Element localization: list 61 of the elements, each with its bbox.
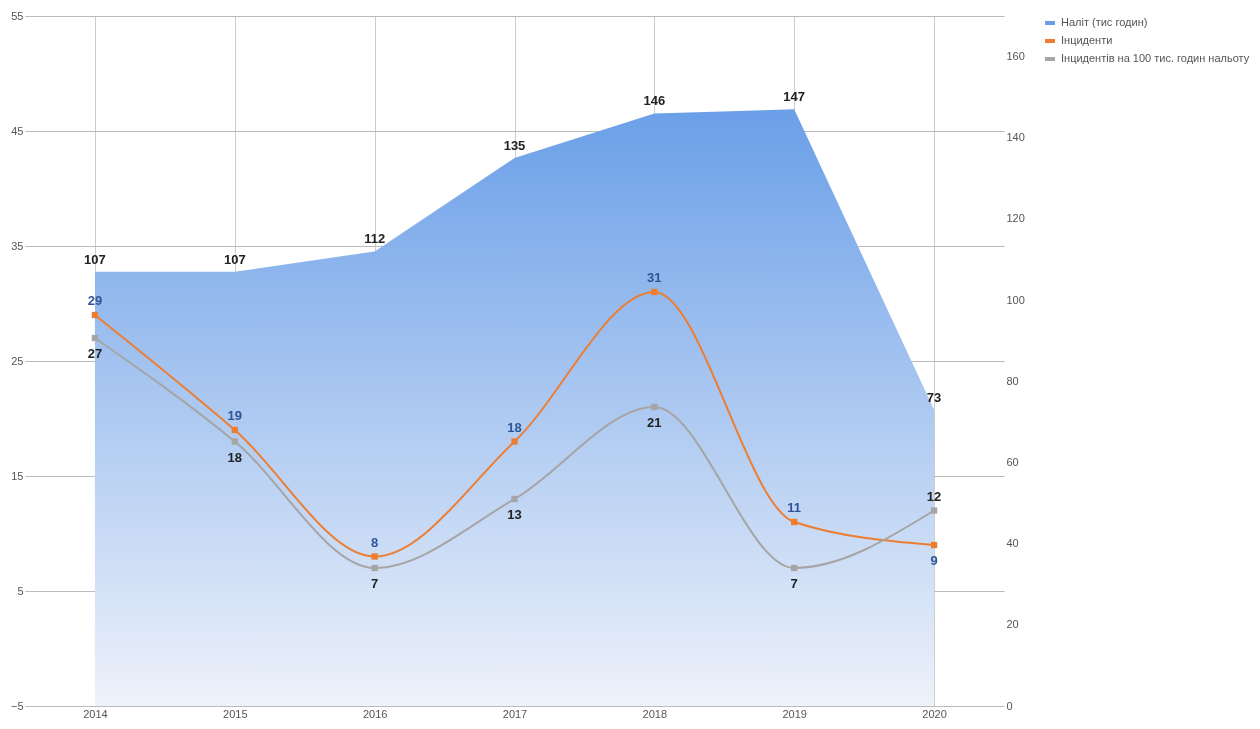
point bbox=[791, 564, 798, 572]
x-tick-label: 2016 bbox=[362, 707, 388, 720]
legend-label: Інциденти bbox=[1061, 34, 1113, 46]
data-label: 107 bbox=[84, 251, 106, 267]
point bbox=[91, 334, 99, 342]
data-label: 12 bbox=[926, 488, 942, 504]
data-label: 7 bbox=[371, 576, 379, 591]
data-label: 107 bbox=[223, 251, 246, 267]
y2-tick-label: 80 bbox=[1006, 374, 1019, 387]
point bbox=[511, 438, 518, 445]
data-label: 7 bbox=[790, 576, 798, 591]
data-label: 18 bbox=[227, 449, 243, 465]
y2-tick-label: 60 bbox=[1006, 455, 1019, 468]
x-tick-label: 2020 bbox=[922, 707, 947, 720]
point bbox=[511, 495, 518, 503]
y-tick-label: 25 bbox=[11, 354, 24, 367]
point bbox=[651, 288, 658, 296]
data-label: 27 bbox=[87, 346, 103, 361]
data-label: 11 bbox=[787, 500, 802, 515]
y-tick-label: 45 bbox=[11, 124, 24, 137]
data-label: 18 bbox=[507, 419, 522, 435]
legend-label: Інцидентів на 100 тис. годин нальоту bbox=[1061, 52, 1250, 64]
y2-tick-label: 20 bbox=[1006, 618, 1019, 631]
y-tick-label: 15 bbox=[11, 469, 24, 482]
data-label: 19 bbox=[227, 408, 243, 423]
point bbox=[651, 403, 658, 411]
y2-tick-label: 40 bbox=[1006, 537, 1019, 550]
point bbox=[371, 553, 378, 560]
point bbox=[791, 518, 798, 526]
data-label: 73 bbox=[926, 389, 942, 405]
data-label: 13 bbox=[507, 507, 522, 522]
x-tick-label: 2015 bbox=[223, 707, 248, 720]
point bbox=[930, 507, 938, 514]
data-label: 31 bbox=[647, 270, 662, 285]
x-tick-label: 2018 bbox=[642, 707, 668, 720]
x-tick-label: 2019 bbox=[782, 707, 807, 720]
y-tick-label: −5 bbox=[10, 699, 24, 712]
y-tick-label: 55 bbox=[11, 9, 24, 22]
data-label: 135 bbox=[503, 138, 526, 154]
point bbox=[91, 311, 99, 319]
y2-tick-label: 140 bbox=[1006, 131, 1025, 144]
point bbox=[231, 438, 238, 445]
y2-tick-label: 160 bbox=[1006, 50, 1025, 63]
data-label: 29 bbox=[87, 293, 103, 308]
x-tick-label: 2014 bbox=[83, 707, 108, 720]
point bbox=[371, 564, 378, 572]
data-label: 146 bbox=[643, 93, 666, 109]
data-label: 112 bbox=[364, 231, 386, 247]
data-label: 8 bbox=[371, 534, 379, 550]
y-tick-label: 5 bbox=[17, 584, 24, 597]
data-label: 9 bbox=[930, 553, 938, 568]
y-tick-label: 35 bbox=[11, 239, 24, 252]
data-label: 21 bbox=[647, 415, 662, 430]
y2-tick-label: 120 bbox=[1006, 212, 1025, 225]
x-tick-label: 2017 bbox=[502, 707, 528, 720]
data-label: 147 bbox=[783, 89, 806, 105]
point bbox=[231, 426, 238, 434]
y2-tick-label: 100 bbox=[1006, 293, 1025, 306]
y2-tick-label: 0 bbox=[1006, 699, 1013, 712]
legend-label: Наліт (тис годин) bbox=[1061, 16, 1148, 28]
point bbox=[930, 541, 938, 549]
